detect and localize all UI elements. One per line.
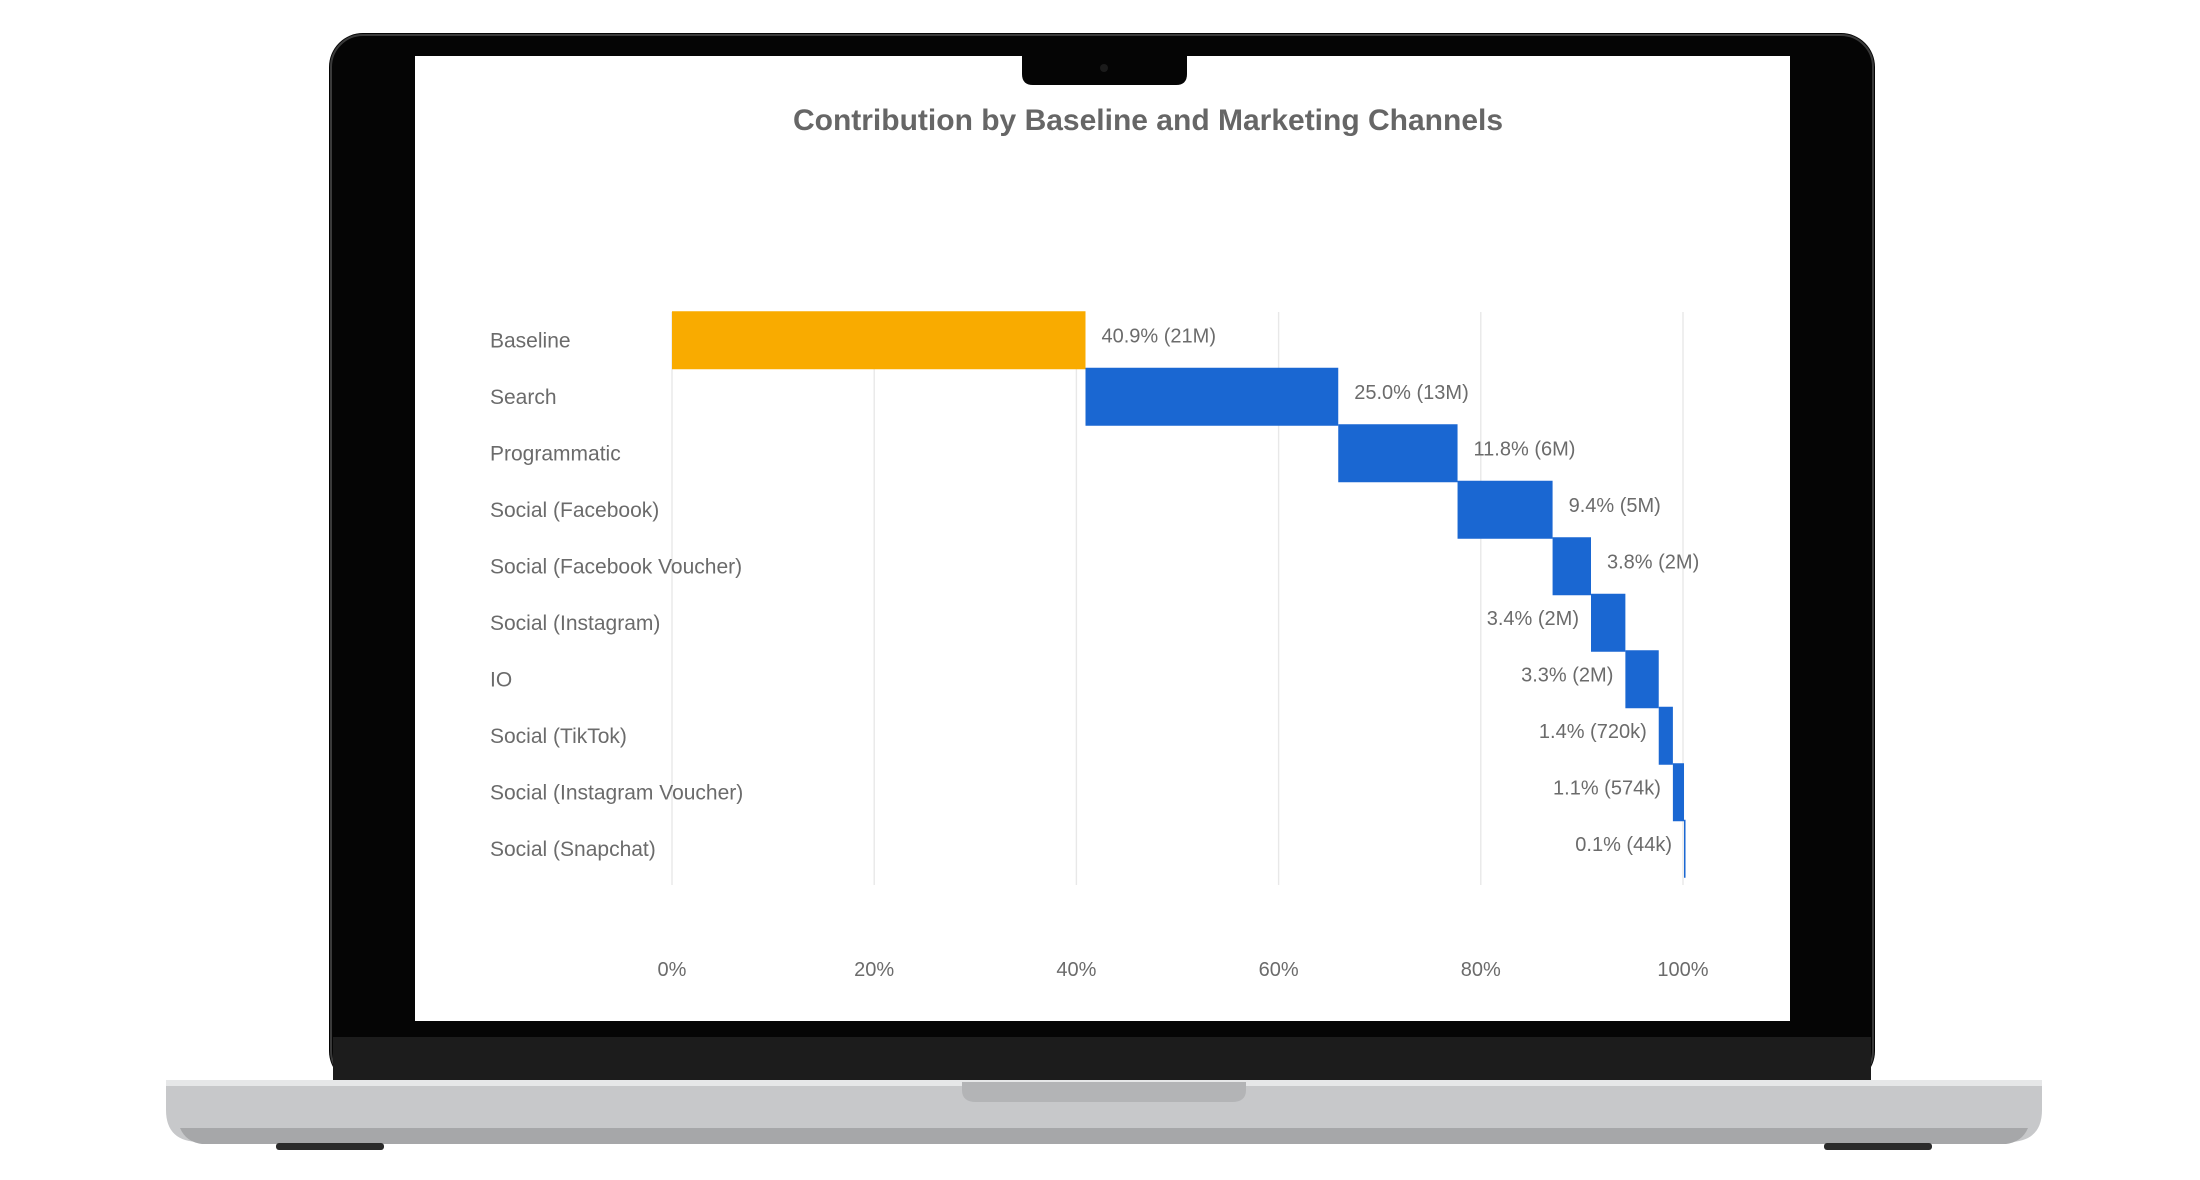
data-label: 1.4% (720k) [1539,721,1647,743]
laptop-foot-right [1824,1143,1932,1150]
data-label: 40.9% (21M) [1101,325,1216,347]
bar-channel [1590,593,1626,652]
x-tick-label: 100% [1657,959,1708,981]
data-label: 25.0% (13M) [1354,382,1469,404]
category-labels: Baseline Search Programmatic Social (Facebo… [490,329,743,861]
x-tick-label: 60% [1259,959,1299,981]
data-labels: 40.9% (21M) 25.0% (13M) 11.8% (6M) 9.4% (5M… [1101,325,1699,856]
x-tick-label: 40% [1056,959,1096,981]
chart-grid [671,312,1684,885]
x-axis-ticks: 0% 20% 40% 60% 80% 100% [658,959,1709,981]
data-label: 9.4% (5M) [1569,495,1661,517]
data-label: 0.1% (44k) [1575,834,1672,856]
bar-baseline [672,311,1086,370]
thumb-groove [962,1082,1246,1102]
category-label: Programmatic [490,442,621,465]
data-label: 1.1% (574k) [1553,777,1661,799]
bar-channel [1085,367,1339,426]
data-label: 3.4% (2M) [1487,608,1579,630]
waterfall-chart: Contribution by Baseline and Marketing C… [490,104,1709,981]
x-tick-label: 20% [854,959,894,981]
bar-channel [1552,537,1591,596]
chart-bars [672,311,1686,878]
category-label: Social (Instagram Voucher) [490,781,743,804]
camera-icon [1100,64,1108,72]
category-label: Social (Facebook Voucher) [490,555,742,578]
bar-channel [1684,819,1686,878]
laptop-base-shadow [180,1128,2028,1144]
bar-channel [1338,424,1458,483]
lower-bezel [333,1037,1871,1083]
data-label: 11.8% (6M) [1474,438,1576,460]
category-label: Social (Facebook) [490,499,659,522]
category-label: Search [490,386,557,409]
category-label: Social (Snapchat) [490,838,656,861]
category-label: Social (Instagram) [490,612,660,635]
data-label: 3.8% (2M) [1607,551,1699,573]
bar-channel [1658,706,1673,765]
bar-channel [1625,650,1659,709]
bar-channel [1457,480,1553,539]
category-label: IO [490,668,512,691]
category-label: Baseline [490,329,571,352]
bar-channel [1672,763,1685,822]
x-tick-label: 80% [1461,959,1501,981]
chart-title: Contribution by Baseline and Marketing C… [793,104,1503,137]
laptop-foot-left [276,1143,384,1150]
data-label: 3.3% (2M) [1521,664,1613,686]
x-tick-label: 0% [658,959,687,981]
category-label: Social (TikTok) [490,725,627,748]
laptop-base [166,1082,2042,1142]
